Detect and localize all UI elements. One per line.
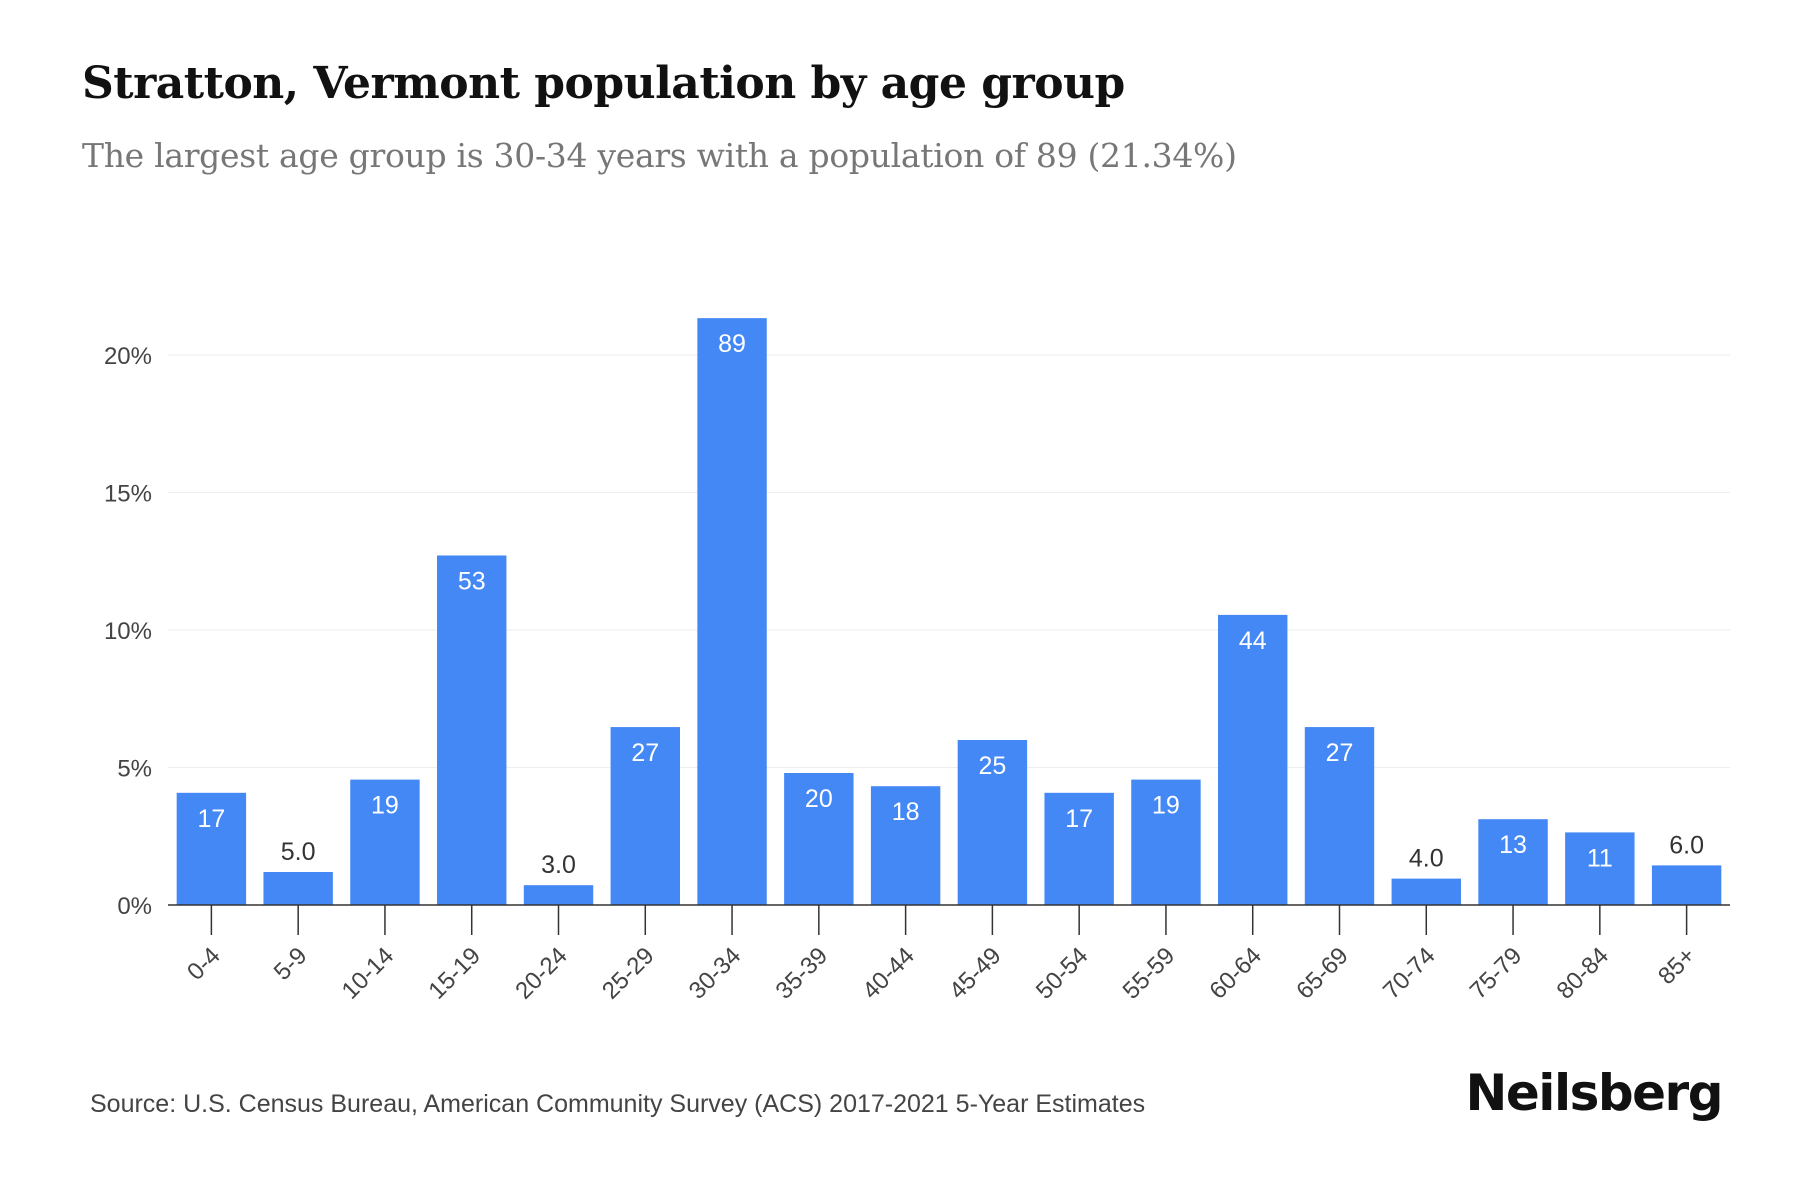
bar-data-label: 25 xyxy=(978,752,1006,780)
x-tick-label: 40-44 xyxy=(857,942,920,1005)
bar-data-label: 13 xyxy=(1499,831,1527,859)
bar-data-label: 6.0 xyxy=(1669,831,1704,859)
x-axis-ticks: 0-4 5-9 10-14 15-19 20-24 25-29 30-34 35-39 40-4… xyxy=(182,905,1701,1005)
x-tick-label: 0-4 xyxy=(182,942,226,986)
bar-data-label: 27 xyxy=(631,739,659,767)
y-tick-label: 5% xyxy=(117,756,152,783)
bar xyxy=(263,872,333,905)
x-tick-label: 85+ xyxy=(1653,942,1701,990)
data-labels: 17 5.0 19 53 3.0 27 89 20 18 25 17 19 44 27 4.0 13 11 6.0 xyxy=(197,330,1704,879)
bar xyxy=(1131,779,1201,905)
bar-data-label: 3.0 xyxy=(541,851,576,879)
brand-logo: Neilsberg xyxy=(1465,1064,1724,1122)
bar-data-label: 20 xyxy=(805,785,833,813)
bar-data-label: 19 xyxy=(371,792,399,820)
x-tick-label: 60-64 xyxy=(1204,942,1267,1005)
bar xyxy=(437,555,507,905)
x-tick-label: 65-69 xyxy=(1291,942,1354,1005)
x-tick-label: 15-19 xyxy=(423,942,486,1005)
y-tick-label: 20% xyxy=(104,343,152,370)
bar xyxy=(1044,792,1114,905)
x-tick-label: 5-9 xyxy=(269,942,313,986)
bar-data-label: 17 xyxy=(1065,805,1093,833)
bar xyxy=(697,318,767,905)
bar xyxy=(523,885,594,905)
bar xyxy=(176,792,247,905)
bar-data-label: 4.0 xyxy=(1409,845,1444,873)
bar-data-label: 11 xyxy=(1587,844,1613,872)
x-tick-label: 30-34 xyxy=(684,942,747,1005)
bar xyxy=(957,740,1028,905)
x-tick-label: 70-74 xyxy=(1378,942,1441,1005)
bar xyxy=(350,779,420,905)
x-tick-label: 10-14 xyxy=(337,942,400,1005)
chart-subtitle: The largest age group is 30-34 years wit… xyxy=(82,136,1237,175)
y-tick-label: 0% xyxy=(117,893,152,920)
gridlines xyxy=(168,354,1730,768)
source-note: Source: U.S. Census Bureau, American Com… xyxy=(90,1090,1146,1118)
bar-chart: 0% 5% 10% 15% 20% 17 5.0 19 53 3.0 27 89 20 18 25 17 19… xyxy=(104,318,1730,1005)
bar xyxy=(784,773,854,905)
bar-data-label: 5.0 xyxy=(281,838,316,866)
y-tick-label: 10% xyxy=(104,618,152,645)
bar-data-label: 44 xyxy=(1239,627,1267,655)
bar-data-label: 89 xyxy=(718,330,746,358)
x-tick-label: 25-29 xyxy=(597,942,660,1005)
x-tick-label: 75-79 xyxy=(1465,942,1528,1005)
bar xyxy=(1651,865,1722,905)
x-tick-label: 45-49 xyxy=(944,942,1007,1005)
bar xyxy=(1304,727,1375,905)
bar-data-label: 27 xyxy=(1326,739,1354,767)
bar-data-label: 53 xyxy=(458,567,486,595)
bar xyxy=(1478,819,1548,905)
x-tick-label: 35-39 xyxy=(771,942,834,1005)
y-axis-ticks: 0% 5% 10% 15% 20% xyxy=(104,343,152,920)
bar-data-label: 17 xyxy=(197,805,225,833)
bar xyxy=(1218,614,1288,905)
x-tick-label: 80-84 xyxy=(1552,942,1615,1005)
bar xyxy=(1391,878,1461,905)
chart-title: Stratton, Vermont population by age grou… xyxy=(82,58,1125,109)
x-tick-label: 50-54 xyxy=(1031,942,1094,1005)
bar-data-label: 19 xyxy=(1152,792,1180,820)
bar xyxy=(1565,832,1635,905)
bar xyxy=(610,727,680,905)
x-tick-label: 20-24 xyxy=(510,942,573,1005)
bars xyxy=(176,318,1722,905)
y-tick-label: 15% xyxy=(104,481,152,508)
bar-data-label: 18 xyxy=(892,798,920,826)
bar xyxy=(870,786,941,905)
x-tick-label: 55-59 xyxy=(1118,942,1181,1005)
